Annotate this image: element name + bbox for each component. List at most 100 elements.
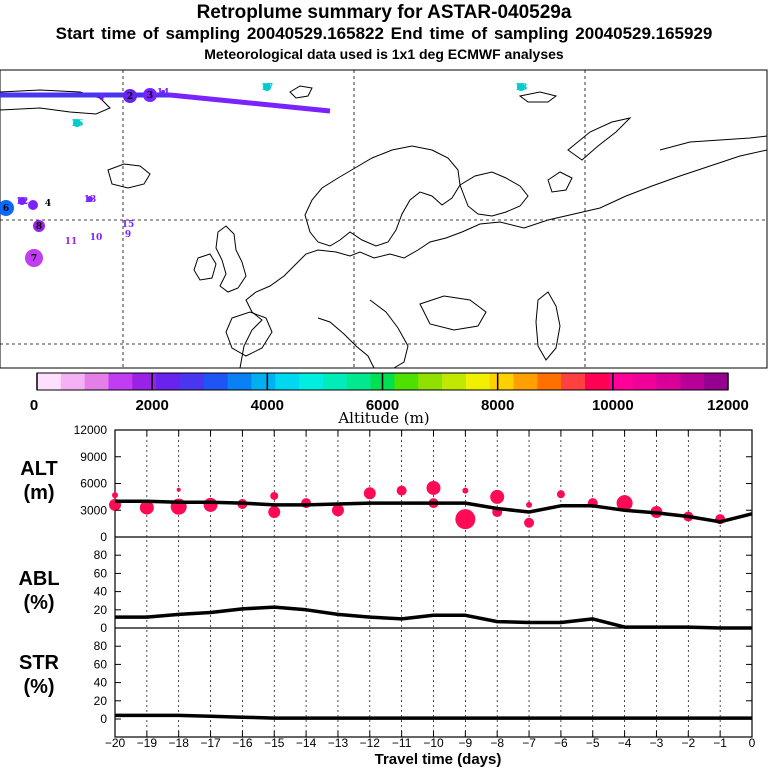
- alt-dot: [139, 500, 154, 515]
- colorbar-cell: [608, 373, 634, 390]
- alt-dot: [396, 485, 407, 496]
- marker-dot: [28, 200, 38, 210]
- coast-ireland: [193, 253, 217, 281]
- marker-label: 5: [30, 201, 36, 211]
- x-tick-label: −11: [392, 736, 412, 750]
- map-marker-3: 3: [143, 88, 157, 102]
- colorbar-cell: [132, 373, 157, 390]
- coast-white-sea: [547, 171, 573, 193]
- y-tick-label-alt: 0: [100, 530, 107, 544]
- marker-dot: [25, 249, 43, 267]
- alt-dot: [616, 495, 633, 512]
- map-marker-11: 11: [65, 237, 78, 247]
- map-marker-1: 1: [99, 93, 105, 103]
- alt-curve: [115, 499, 753, 524]
- colorbar-cell: [227, 373, 252, 390]
- colorbar-tick-label: 4000: [251, 397, 284, 414]
- colorbar-cell: [60, 373, 86, 390]
- map-marker-7: 7: [25, 249, 43, 267]
- x-tick-label: −8: [490, 736, 504, 750]
- y-tick-label-abl: 0: [100, 621, 107, 635]
- alt-dot: [455, 509, 476, 530]
- y-tick-label-abl: 60: [94, 566, 108, 580]
- map-marker-18: 18: [515, 83, 528, 93]
- y-tick-label-alt: 6000: [80, 477, 107, 491]
- marker-dot: [33, 220, 45, 232]
- marker-label: 11: [65, 237, 78, 247]
- colorbar-cell: [632, 373, 658, 390]
- x-tick-label: −16: [232, 736, 253, 750]
- coast-novaya-zemlya: [567, 117, 632, 161]
- marker-label: 13: [84, 195, 97, 205]
- coast-britain: [215, 225, 247, 293]
- str-curve: [115, 713, 752, 720]
- colorbar-tick-label: 0: [30, 397, 38, 414]
- map-marker-16: 16: [71, 119, 84, 129]
- colorbar-tick-label: 2000: [135, 397, 168, 414]
- coast-finland: [459, 171, 529, 217]
- alt-dot: [112, 492, 118, 499]
- alt-dot: [462, 487, 469, 494]
- alt-dot: [268, 506, 281, 519]
- coastlines: [0, 85, 768, 369]
- y-tick-label-abl: 80: [94, 548, 108, 562]
- marker-dot: [0, 200, 14, 216]
- marker-dot: [143, 88, 157, 102]
- map-marker-13: 13: [84, 195, 97, 205]
- coast-europe: [239, 149, 768, 369]
- x-tick-label: −13: [328, 736, 349, 750]
- plot-title: Retroplume summary for ASTAR-040529a: [196, 2, 572, 23]
- x-tick-label: −20: [105, 736, 126, 750]
- colorbar-cell: [704, 373, 729, 390]
- abl-panel-unit: (%): [23, 592, 54, 614]
- alt-dot: [524, 517, 535, 528]
- marker-dot: [123, 89, 137, 103]
- colorbar-cell: [322, 373, 348, 390]
- colorbar-cell: [418, 373, 443, 390]
- str-panel-unit: (%): [23, 676, 54, 698]
- str-panel-label: STR: [19, 652, 60, 674]
- y-tick-label-alt: 12000: [74, 423, 108, 437]
- colorbar-cell: [37, 373, 62, 390]
- y-tick-label-abl: 40: [94, 585, 108, 599]
- map-marker-15: 15: [122, 220, 135, 230]
- y-tick-label-str: 20: [94, 694, 108, 708]
- colorbar-cell: [656, 373, 681, 390]
- marker-label: 7: [31, 254, 37, 264]
- x-tick-label: −10: [423, 736, 444, 750]
- colorbar-cell: [275, 373, 300, 390]
- map-marker-14: 14: [157, 88, 170, 98]
- colorbar-tick-label: 12000: [707, 397, 749, 414]
- marker-label: 4: [45, 199, 51, 209]
- marker-label: 18: [515, 83, 528, 93]
- x-tick-label: −12: [360, 736, 381, 750]
- y-tick-label-str: 40: [94, 676, 108, 690]
- met-data-note: Meteorological data used is 1x1 deg ECMW…: [204, 46, 564, 62]
- coast-iberia: [225, 311, 273, 357]
- marker-label: 8: [36, 222, 42, 232]
- marker-label: 16: [71, 119, 84, 129]
- y-tick-label-str: 0: [100, 712, 107, 726]
- alt-dot: [426, 480, 441, 495]
- colorbar-cell: [513, 373, 538, 390]
- marker-label: 2: [127, 92, 133, 102]
- map-marker-17: 17: [261, 83, 273, 93]
- coast-greenland: [0, 89, 111, 115]
- y-tick-label-abl: 20: [94, 603, 108, 617]
- colorbar-cell: [251, 373, 276, 390]
- marker-label: 15: [122, 220, 135, 230]
- colorbar-cell: [585, 373, 610, 390]
- marker-dot: [263, 83, 271, 91]
- x-tick-label: −3: [650, 736, 664, 750]
- marker-label: 14: [157, 88, 170, 98]
- x-tick-label: −18: [169, 736, 190, 750]
- coast-caspian: [535, 291, 561, 361]
- colorbar-cell: [489, 373, 515, 390]
- colorbar-cell: [84, 373, 109, 390]
- colorbar-cell: [299, 373, 324, 390]
- marker-dot: [87, 196, 93, 202]
- x-tick-label: −19: [137, 736, 158, 750]
